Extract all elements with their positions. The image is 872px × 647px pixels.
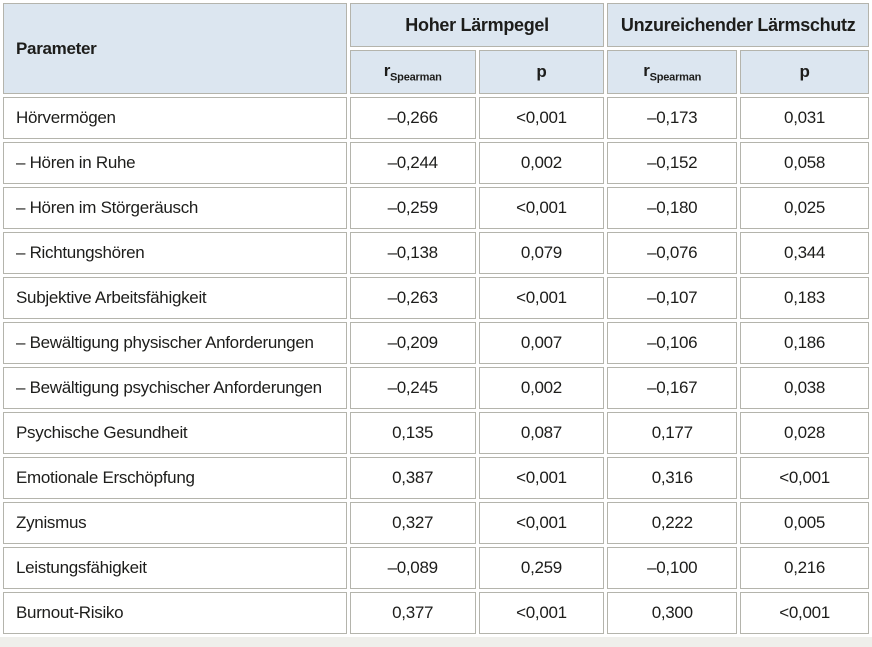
table-row: Emotionale Erschöpfung 0,387 <0,001 0,316 <0…	[3, 457, 869, 499]
group-header-unzureichender-laermschutz: Unzureichender Lärmschutz	[607, 3, 869, 47]
value-cell: 0,038	[740, 367, 869, 409]
value-cell: 0,002	[478, 367, 605, 409]
parameter-cell: – Bewältigung physischer Anforderungen	[3, 322, 347, 364]
value-cell: 0,316	[607, 457, 738, 499]
table-row: – Richtungshören –0,138 0,079 –0,076 0,344	[3, 232, 869, 274]
value-cell: 0,344	[740, 232, 869, 274]
value-cell: <0,001	[478, 187, 605, 229]
table-row: Leistungsfähigkeit –0,089 0,259 –0,100 0,216	[3, 547, 869, 589]
page-bottom-strip	[0, 637, 872, 647]
value-cell: –0,266	[349, 97, 476, 139]
value-cell: –0,152	[607, 142, 738, 184]
table-row: Hörvermögen –0,266 <0,001 –0,173 0,031	[3, 97, 869, 139]
table-row: – Bewältigung psychischer Anforderungen –…	[3, 367, 869, 409]
value-cell: –0,138	[349, 232, 476, 274]
column-header-r-spearman-1: rSpearman	[349, 50, 476, 94]
value-cell: 0,186	[740, 322, 869, 364]
value-cell: 0,079	[478, 232, 605, 274]
column-header-r-spearman-2: rSpearman	[607, 50, 738, 94]
table-row: – Hören in Ruhe –0,244 0,002 –0,152 0,058	[3, 142, 869, 184]
value-cell: –0,263	[349, 277, 476, 319]
value-cell: <0,001	[478, 502, 605, 544]
value-cell: 0,087	[478, 412, 605, 454]
column-header-p-1: p	[478, 50, 605, 94]
value-cell: <0,001	[478, 457, 605, 499]
parameter-cell: – Bewältigung psychischer Anforderungen	[3, 367, 347, 409]
value-cell: –0,167	[607, 367, 738, 409]
value-cell: –0,209	[349, 322, 476, 364]
r-symbol: r	[383, 60, 391, 80]
value-cell: 0,300	[607, 592, 738, 634]
value-cell: 0,222	[607, 502, 738, 544]
value-cell: 0,183	[740, 277, 869, 319]
value-cell: 0,058	[740, 142, 869, 184]
group-header-hoher-laermpegel: Hoher Lärmpegel	[349, 3, 605, 47]
value-cell: 0,135	[349, 412, 476, 454]
value-cell: <0,001	[740, 457, 869, 499]
table-row: – Bewältigung physischer Anforderungen –0…	[3, 322, 869, 364]
value-cell: 0,387	[349, 457, 476, 499]
value-cell: –0,100	[607, 547, 738, 589]
table-row: – Hören im Störgeräusch –0,259 <0,001 –0,18…	[3, 187, 869, 229]
parameter-cell: – Richtungshören	[3, 232, 347, 274]
value-cell: –0,259	[349, 187, 476, 229]
parameter-cell: Leistungsfähigkeit	[3, 547, 347, 589]
column-header-p-2: p	[740, 50, 869, 94]
value-cell: 0,028	[740, 412, 869, 454]
column-header-parameter: Parameter	[3, 3, 347, 94]
value-cell: –0,107	[607, 277, 738, 319]
value-cell: –0,180	[607, 187, 738, 229]
group-header-row: Parameter Hoher Lärmpegel Unzureichender…	[3, 3, 869, 94]
parameter-cell: – Hören in Ruhe	[3, 142, 347, 184]
value-cell: 0,327	[349, 502, 476, 544]
value-cell: –0,244	[349, 142, 476, 184]
value-cell: <0,001	[478, 97, 605, 139]
parameter-cell: Psychische Gesundheit	[3, 412, 347, 454]
table-body: Hörvermögen –0,266 <0,001 –0,173 0,031– Höre…	[3, 97, 869, 634]
value-cell: 0,031	[740, 97, 869, 139]
r-symbol: r	[643, 60, 650, 80]
value-cell: –0,089	[349, 547, 476, 589]
table-row: Subjektive Arbeitsfähigkeit –0,263 <0,001–…	[3, 277, 869, 319]
table-row: Psychische Gesundheit 0,135 0,087 0,177 0,02…	[3, 412, 869, 454]
value-cell: 0,177	[607, 412, 738, 454]
table-row: Burnout-Risiko 0,377 <0,001 0,300 <0,001	[3, 592, 869, 634]
r-subscript: Spearman	[390, 71, 442, 84]
r-subscript: Spearman	[649, 71, 702, 84]
sub-header-row: rSpearman p rSpearman p	[3, 50, 869, 94]
value-cell: <0,001	[478, 592, 605, 634]
value-cell: 0,002	[478, 142, 605, 184]
value-cell: 0,007	[478, 322, 605, 364]
parameter-cell: Subjektive Arbeitsfähigkeit	[3, 277, 347, 319]
value-cell: 0,025	[740, 187, 869, 229]
value-cell: –0,173	[607, 97, 738, 139]
value-cell: <0,001	[478, 277, 605, 319]
table-row: Zynismus 0,327 <0,001 0,222 0,005	[3, 502, 869, 544]
value-cell: 0,216	[740, 547, 869, 589]
parameter-cell: Zynismus	[3, 502, 347, 544]
value-cell: –0,245	[349, 367, 476, 409]
parameter-cell: – Hören im Störgeräusch	[3, 187, 347, 229]
parameter-cell: Burnout-Risiko	[3, 592, 347, 634]
value-cell: 0,259	[478, 547, 605, 589]
value-cell: 0,377	[349, 592, 476, 634]
value-cell: –0,106	[607, 322, 738, 364]
parameter-cell: Hörvermögen	[3, 97, 347, 139]
value-cell: <0,001	[740, 592, 869, 634]
parameter-cell: Emotionale Erschöpfung	[3, 457, 347, 499]
value-cell: 0,005	[740, 502, 869, 544]
value-cell: –0,076	[607, 232, 738, 274]
